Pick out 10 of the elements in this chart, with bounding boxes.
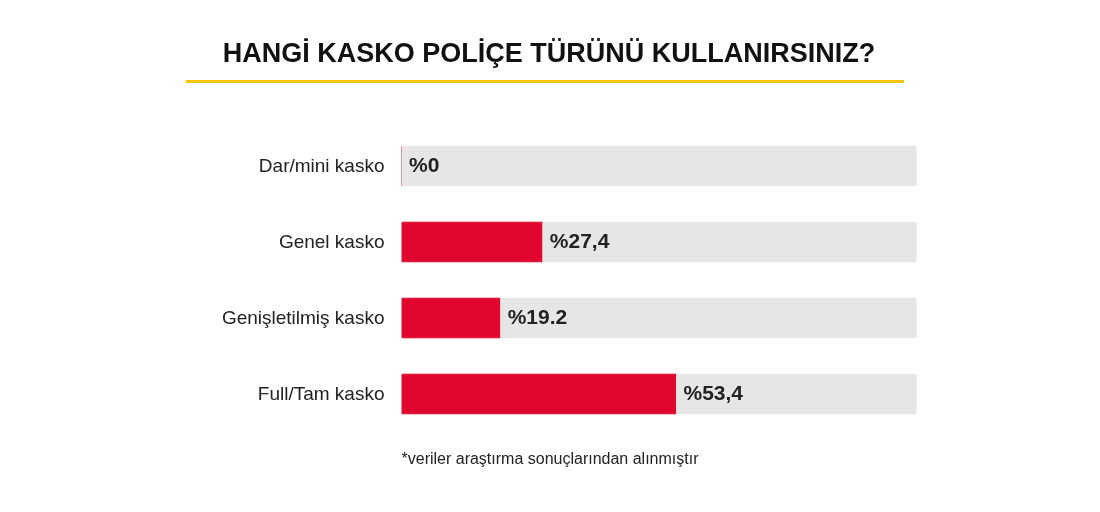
y-tick-label: Genel kasko bbox=[278, 231, 385, 252]
data-label: %53,4 bbox=[683, 381, 744, 404]
y-tick-label: Dar/mini kasko bbox=[258, 155, 385, 176]
y-tick-label: Genişletilmiş kasko bbox=[221, 307, 385, 328]
y-tick-label: Full/Tam kasko bbox=[257, 383, 385, 404]
text: *veriler araştırma sonuçlarından alınmıştır bbox=[400, 450, 700, 468]
chart-title: HANGİ KASKO POLİÇE TÜRÜNÜ KULLANIRSINIZ? bbox=[222, 38, 876, 68]
data-label: %19.2 bbox=[507, 305, 568, 328]
data-label: %27,4 bbox=[549, 229, 610, 252]
data-label: %0 bbox=[409, 153, 440, 176]
